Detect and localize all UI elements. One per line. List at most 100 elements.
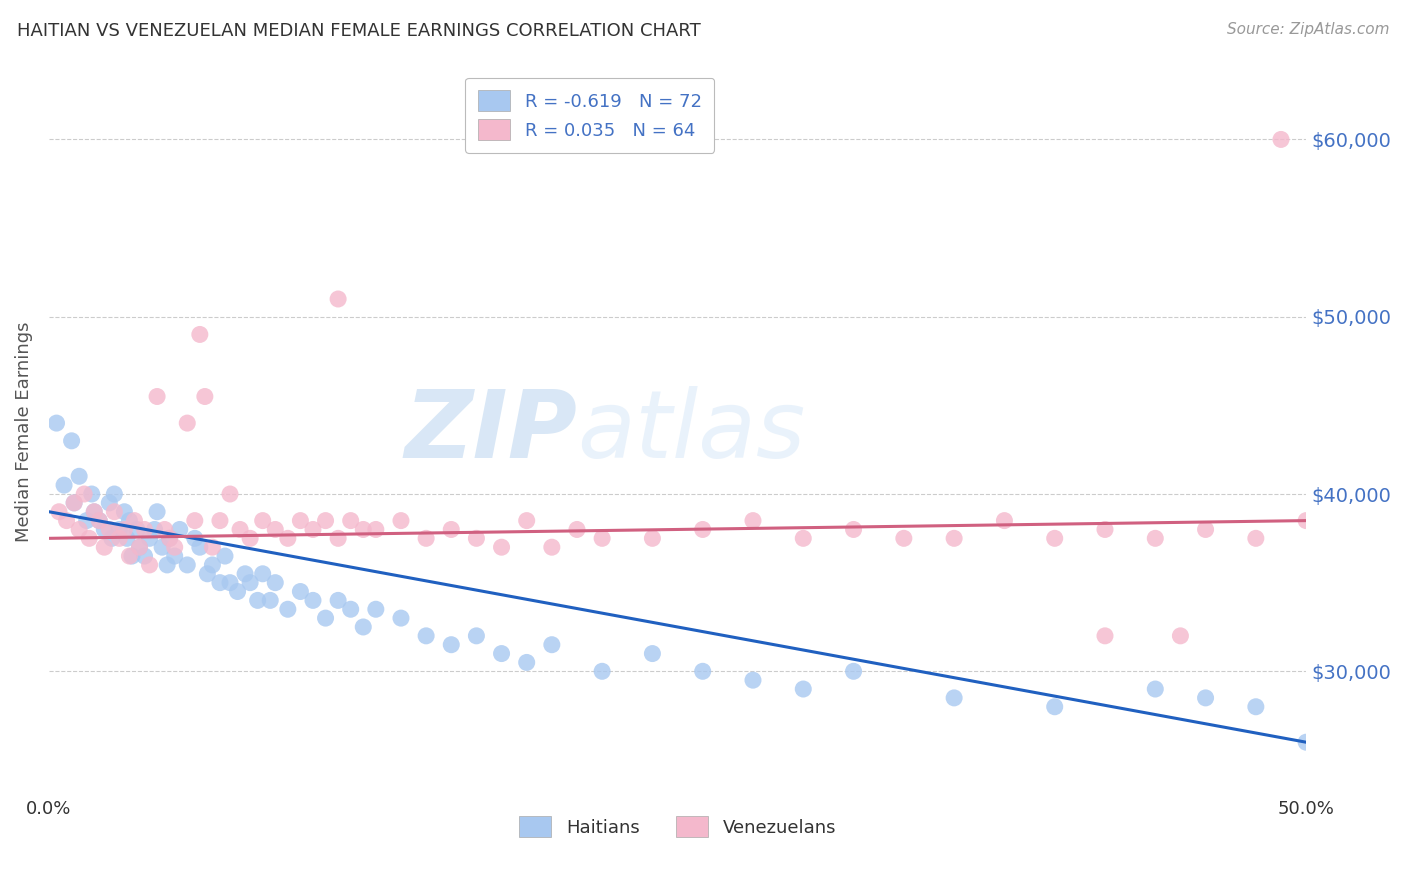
Point (184, 514, 207, 528)
Point (290, 514, 312, 528)
Point (73, 487, 96, 501)
Point (89, 514, 111, 528)
Legend: Haitians, Venezuelans: Haitians, Venezuelans (512, 809, 844, 845)
Point (93, 540, 115, 554)
Point (103, 487, 125, 501)
Point (128, 540, 150, 554)
Point (80, 487, 103, 501)
Text: Source: ZipAtlas.com: Source: ZipAtlas.com (1226, 22, 1389, 37)
Point (565, 523, 588, 537)
Point (389, 514, 412, 528)
Point (389, 611, 412, 625)
Point (842, 665, 865, 679)
Point (108, 523, 131, 537)
Point (45, 416, 67, 430)
Point (195, 566, 218, 581)
Point (219, 575, 242, 590)
Point (138, 532, 160, 546)
Point (138, 558, 160, 572)
Point (491, 540, 513, 554)
Point (83, 505, 105, 519)
Point (641, 532, 664, 546)
Point (1144, 532, 1167, 546)
Point (98, 523, 121, 537)
Point (415, 629, 437, 643)
Point (77, 532, 100, 546)
Point (229, 523, 252, 537)
Point (692, 523, 714, 537)
Point (364, 602, 387, 616)
Point (176, 558, 198, 572)
Point (352, 620, 374, 634)
Point (993, 514, 1015, 528)
Point (214, 549, 236, 563)
Text: ZIP: ZIP (404, 386, 576, 478)
Point (264, 523, 287, 537)
Point (150, 540, 173, 554)
Point (465, 532, 488, 546)
Point (842, 523, 865, 537)
Point (125, 523, 148, 537)
Y-axis label: Median Female Earnings: Median Female Earnings (15, 322, 32, 542)
Point (128, 540, 150, 554)
Point (491, 647, 513, 661)
Point (465, 629, 488, 643)
Point (1194, 523, 1216, 537)
Point (440, 638, 463, 652)
Point (692, 665, 714, 679)
Point (219, 487, 242, 501)
Point (239, 532, 262, 546)
Point (591, 665, 613, 679)
Point (134, 523, 156, 537)
Point (201, 540, 224, 554)
Point (943, 690, 966, 705)
Point (440, 523, 463, 537)
Point (188, 327, 211, 342)
Text: HAITIAN VS VENEZUELAN MEDIAN FEMALE EARNINGS CORRELATION CHART: HAITIAN VS VENEZUELAN MEDIAN FEMALE EARN… (17, 22, 700, 40)
Point (302, 523, 325, 537)
Point (239, 575, 262, 590)
Point (112, 505, 135, 519)
Point (516, 514, 538, 528)
Point (1094, 629, 1116, 643)
Point (76, 514, 98, 528)
Point (233, 566, 256, 581)
Point (146, 505, 169, 519)
Point (48, 505, 70, 519)
Point (143, 523, 166, 537)
Point (146, 390, 169, 404)
Point (315, 514, 337, 528)
Point (352, 523, 374, 537)
Point (742, 514, 765, 528)
Point (290, 584, 312, 599)
Point (67, 523, 90, 537)
Point (201, 558, 224, 572)
Point (134, 549, 156, 563)
Point (1244, 699, 1267, 714)
Point (364, 523, 387, 537)
Point (98, 496, 121, 510)
Point (1144, 681, 1167, 696)
Point (184, 532, 207, 546)
Point (792, 681, 814, 696)
Point (339, 514, 361, 528)
Point (1043, 532, 1066, 546)
Point (540, 638, 562, 652)
Point (252, 566, 274, 581)
Point (118, 549, 141, 563)
Point (1043, 699, 1066, 714)
Point (93, 523, 115, 537)
Point (1244, 532, 1267, 546)
Point (60, 434, 83, 448)
Point (156, 558, 179, 572)
Point (103, 505, 125, 519)
Point (742, 673, 765, 688)
Point (63, 496, 86, 510)
Point (159, 532, 181, 546)
Point (55, 514, 77, 528)
Point (1170, 629, 1192, 643)
Point (188, 540, 211, 554)
Point (163, 540, 186, 554)
Point (169, 523, 191, 537)
Point (339, 602, 361, 616)
